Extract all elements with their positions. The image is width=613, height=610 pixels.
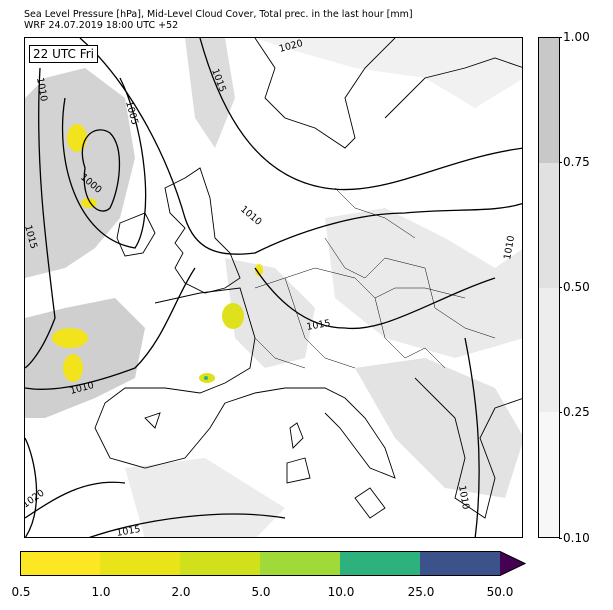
precip-extend-arrow bbox=[500, 551, 525, 576]
cloud-band bbox=[539, 412, 559, 537]
map-title: Sea Level Pressure [hPa], Mid-Level Clou… bbox=[24, 9, 413, 20]
precip-tick-label: 1.0 bbox=[91, 585, 111, 599]
model-run-subtitle: WRF 24.07.2019 18:00 UTC +52 bbox=[24, 20, 179, 31]
isobar-layer bbox=[25, 38, 522, 537]
weather-map: 1020 1015 1010 1005 1000 1010 1015 1010 … bbox=[24, 37, 523, 538]
precip-band bbox=[100, 551, 180, 576]
precipitation-colorbar bbox=[20, 551, 526, 576]
coastline-layer bbox=[94, 38, 522, 519]
isobar-label: 1015 bbox=[25, 224, 39, 250]
isobar-label: 1015 bbox=[306, 318, 332, 333]
isobar-label: 1010 bbox=[238, 204, 264, 228]
cloud-tick-label: 0.25 bbox=[559, 405, 590, 419]
precip-band bbox=[180, 551, 260, 576]
isobar-label: 1010 bbox=[502, 235, 517, 261]
precip-band bbox=[20, 551, 100, 576]
precip-band bbox=[340, 551, 420, 576]
precip-band bbox=[420, 551, 500, 576]
isobar-label: 1015 bbox=[116, 524, 142, 538]
cloud-cover-layer bbox=[25, 38, 522, 537]
precip-tick-label: 2.0 bbox=[171, 585, 191, 599]
precip-tick-label: 10.0 bbox=[327, 585, 355, 599]
precip-band bbox=[260, 551, 340, 576]
precip-tick-label: 5.0 bbox=[251, 585, 271, 599]
map-canvas: 1020 1015 1010 1005 1000 1010 1015 1010 … bbox=[25, 38, 522, 538]
precip-tick-label: 0.5 bbox=[11, 585, 31, 599]
cloud-tick-label: 1.00 bbox=[559, 30, 590, 44]
forecast-time-label: 22 UTC Fri bbox=[29, 45, 98, 63]
cloud-band bbox=[539, 162, 559, 288]
precipitation-layer bbox=[52, 124, 263, 383]
cloud-tick-label: 0.75 bbox=[559, 155, 590, 169]
isobar-label: 1010 bbox=[456, 485, 471, 511]
cloud-band bbox=[539, 38, 559, 163]
cloud-tick-label: 0.10 bbox=[559, 531, 590, 545]
precip-tick-label: 25.0 bbox=[407, 585, 435, 599]
cloud-tick-label: 0.50 bbox=[559, 280, 590, 294]
border-layer bbox=[254, 187, 496, 369]
cloud-cover-colorbar bbox=[538, 37, 560, 538]
precip-tick-label: 50.0 bbox=[486, 585, 514, 599]
cloud-band bbox=[539, 287, 559, 413]
isobar-label: 1010 bbox=[34, 77, 49, 103]
